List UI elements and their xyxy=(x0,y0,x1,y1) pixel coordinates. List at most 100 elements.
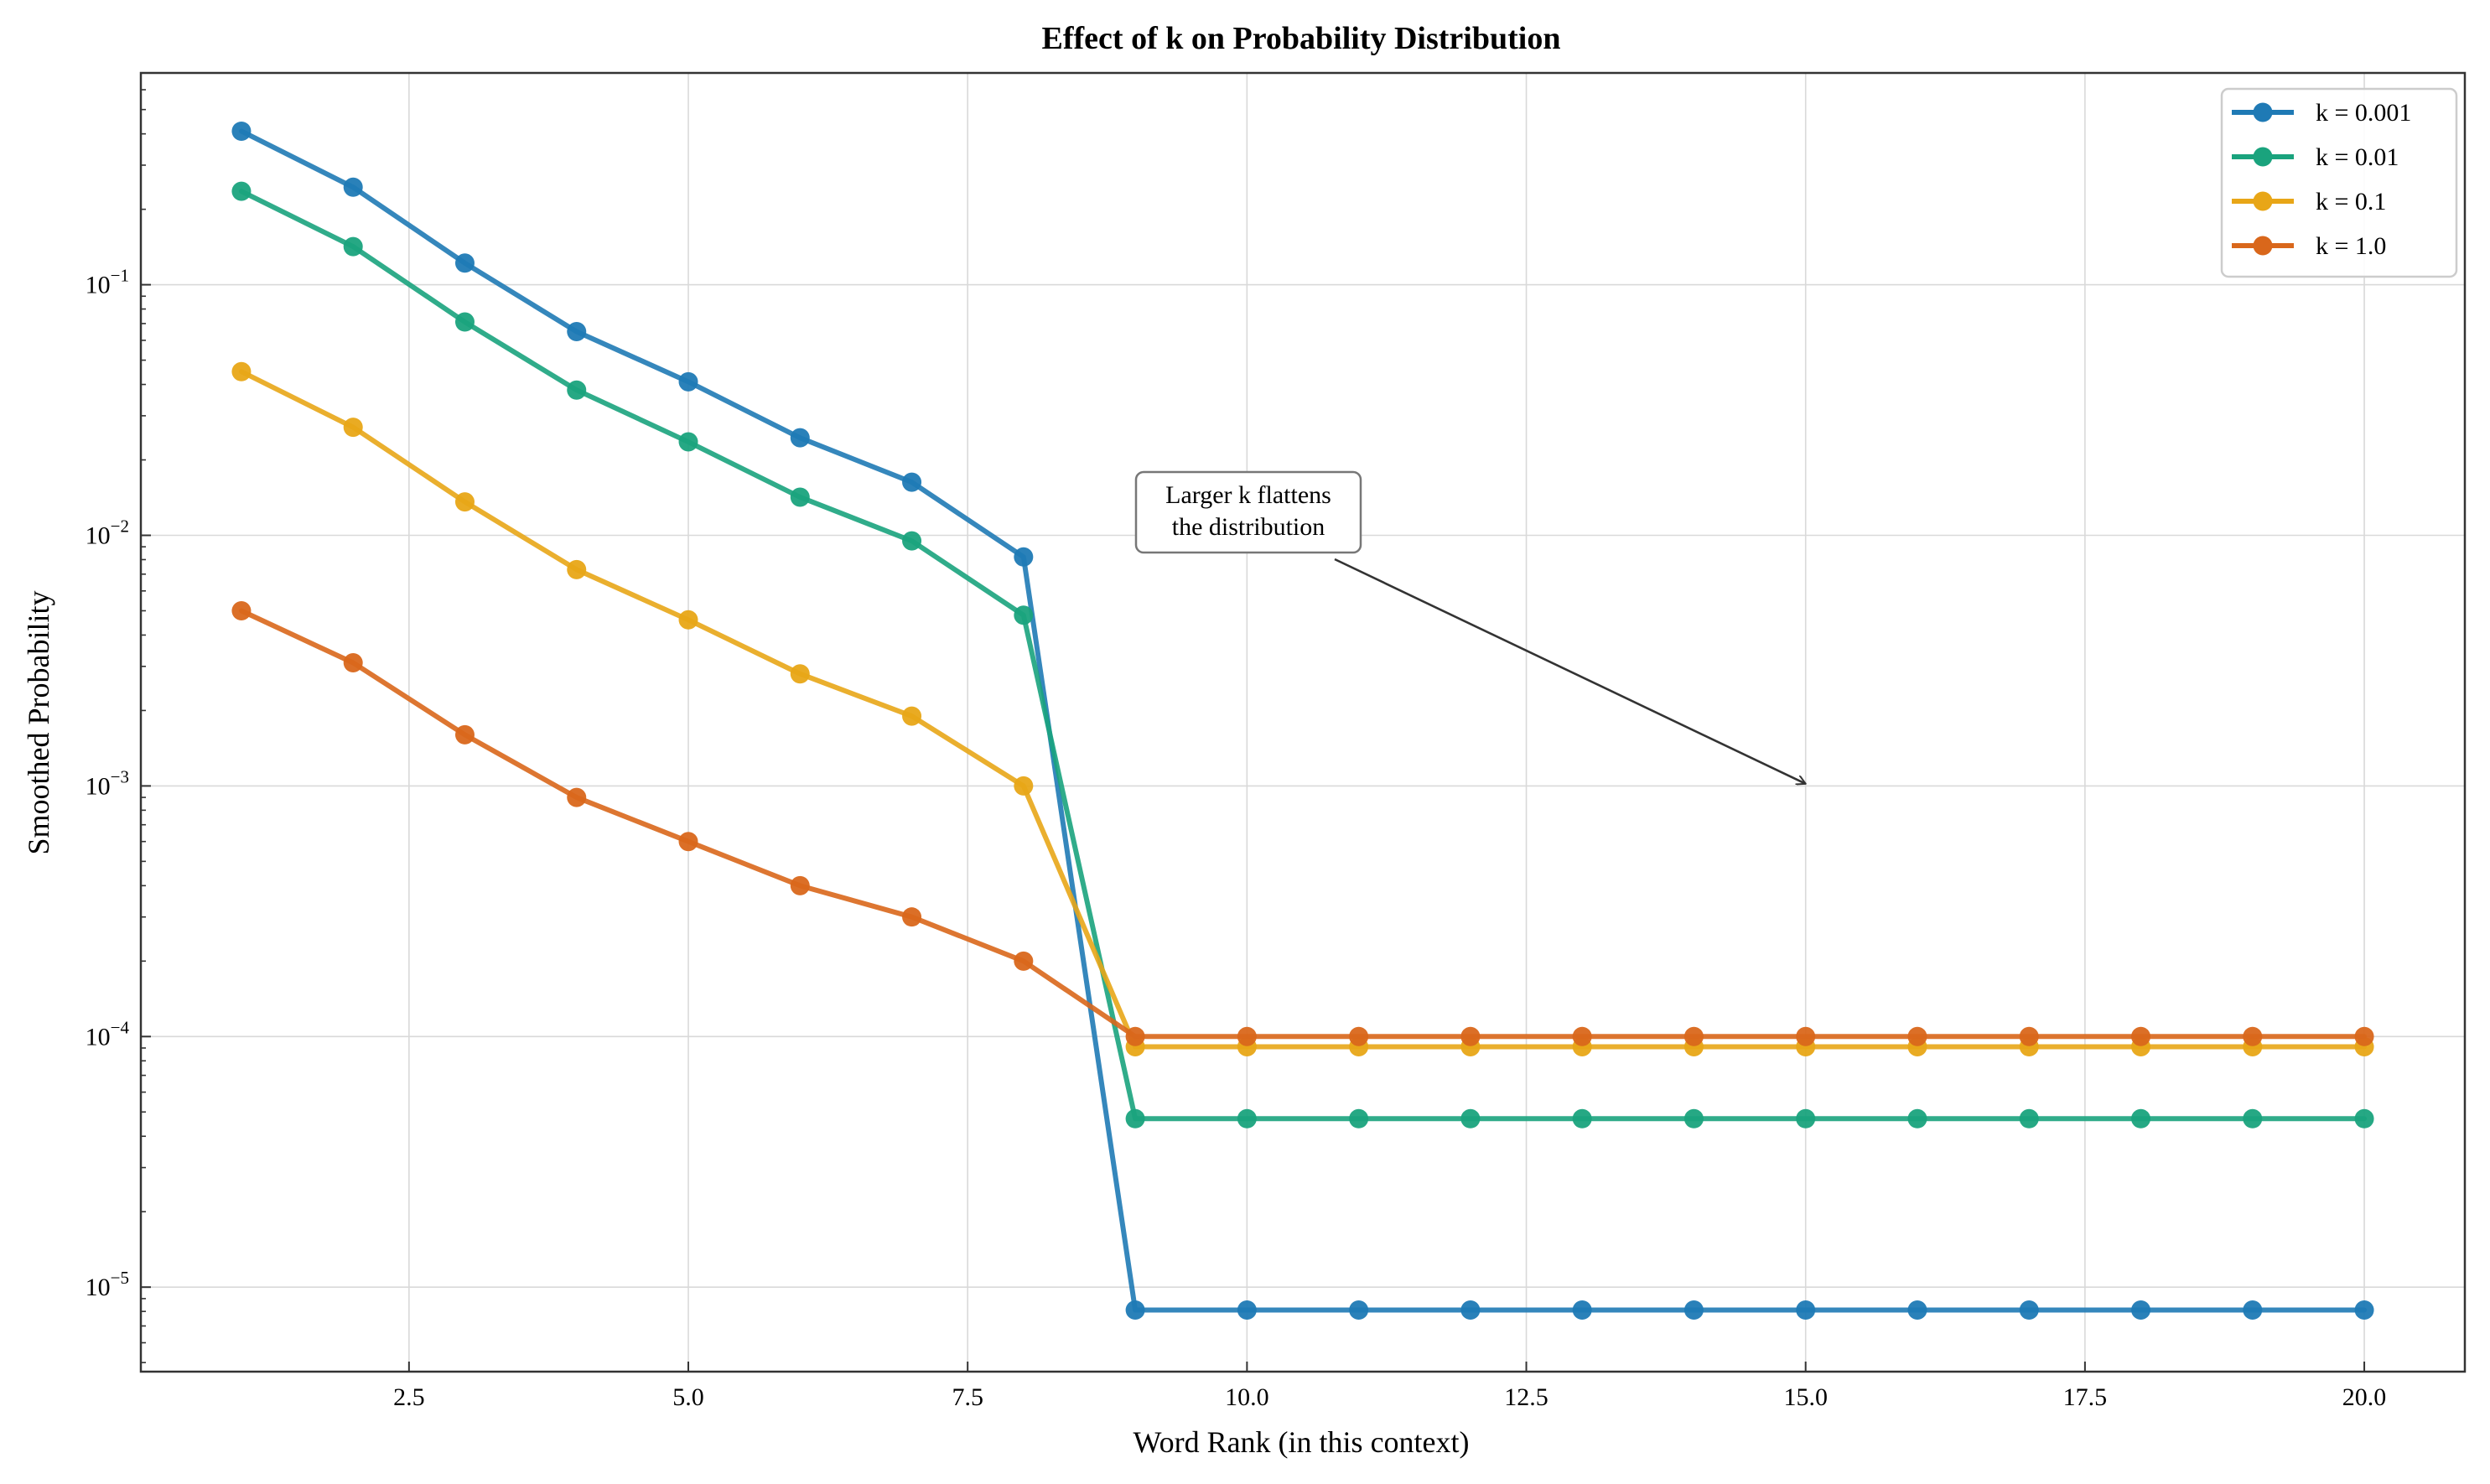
legend-frame xyxy=(2220,87,2458,278)
data-point xyxy=(2131,1300,2151,1321)
data-point xyxy=(790,875,810,895)
x-tick-label: 12.5 xyxy=(1504,1383,1548,1411)
series-0 xyxy=(231,121,2374,1321)
data-point xyxy=(1349,1026,1369,1046)
series-line xyxy=(238,608,2368,1040)
data-point xyxy=(1907,1300,1927,1321)
legend: k = 0.001 k = 0.01 k = 0.1 k = 1.0 xyxy=(2220,87,2458,278)
data-point xyxy=(2354,1108,2374,1129)
x-tick-label: 10.0 xyxy=(1225,1383,1269,1411)
data-point xyxy=(1125,1108,1145,1129)
data-point xyxy=(1014,776,1034,796)
data-point xyxy=(1683,1300,1704,1321)
data-point xyxy=(231,600,252,620)
annotation-box xyxy=(1134,470,1362,554)
x-axis-label: Word Rank (in this context) xyxy=(1133,1425,1469,1459)
y-tick-label-base: 10 xyxy=(86,1023,111,1051)
legend-label: k = 1.0 xyxy=(2316,232,2386,260)
data-point xyxy=(1796,1108,1816,1129)
y-tick-label-exponent: −3 xyxy=(111,766,129,786)
chart-title: Effect of k on Probability Distribution xyxy=(1042,21,1561,56)
data-point xyxy=(567,787,587,807)
y-tick-label: 10−2 xyxy=(86,516,129,549)
data-point xyxy=(343,418,363,438)
legend-swatch-marker xyxy=(2253,191,2273,211)
legend-entry: k = 0.1 xyxy=(2232,188,2386,215)
data-point xyxy=(1683,1108,1704,1129)
data-point xyxy=(790,428,810,448)
y-tick-label-base: 10 xyxy=(86,521,111,549)
data-point xyxy=(678,371,698,392)
data-point xyxy=(1572,1300,1592,1321)
series-3 xyxy=(231,600,2374,1046)
y-axis-ticks: 10−510−410−310−210−1 xyxy=(86,89,151,1363)
annotation-arrow xyxy=(1334,558,1806,784)
data-point xyxy=(1796,1300,1816,1321)
y-axis-label: Smoothed Probability xyxy=(22,591,55,855)
data-point xyxy=(1125,1026,1145,1046)
data-point xyxy=(1237,1026,1257,1046)
data-point xyxy=(1125,1300,1145,1321)
data-point xyxy=(231,181,252,201)
data-point xyxy=(2354,1300,2374,1321)
legend-swatch-marker xyxy=(2253,236,2273,256)
data-point xyxy=(2243,1300,2263,1321)
data-point xyxy=(1460,1108,1481,1129)
legend-label: k = 0.1 xyxy=(2316,188,2386,215)
data-point xyxy=(1907,1108,1927,1129)
x-gridlines xyxy=(408,73,2365,1372)
data-point xyxy=(1349,1300,1369,1321)
data-point xyxy=(343,177,363,197)
data-point xyxy=(790,487,810,507)
data-point xyxy=(678,610,698,630)
data-point xyxy=(2019,1026,2039,1046)
y-tick-label: 10−1 xyxy=(86,266,129,299)
data-point xyxy=(1014,605,1034,625)
legend-swatch-marker xyxy=(2253,147,2273,167)
data-point xyxy=(2243,1108,2263,1129)
y-tick-label-base: 10 xyxy=(86,272,111,299)
data-point xyxy=(678,832,698,852)
data-point xyxy=(1907,1026,1927,1046)
annotation-text-line-2: the distribution xyxy=(1172,513,1325,541)
data-point xyxy=(231,361,252,381)
data-point xyxy=(1796,1026,1816,1046)
data-point xyxy=(790,664,810,684)
x-tick-label: 2.5 xyxy=(393,1383,425,1411)
data-point xyxy=(567,559,587,579)
data-point xyxy=(2131,1108,2151,1129)
legend-label: k = 0.01 xyxy=(2316,143,2399,171)
data-point xyxy=(1237,1108,1257,1129)
plot-frame xyxy=(139,71,2467,1373)
data-point xyxy=(343,653,363,673)
data-point xyxy=(1237,1300,1257,1321)
data-point xyxy=(343,236,363,257)
x-tick-label: 20.0 xyxy=(2342,1383,2387,1411)
annotation-text-line-1: Larger k flattens xyxy=(1165,481,1331,509)
legend-entry: k = 0.01 xyxy=(2232,143,2399,171)
data-point xyxy=(1014,951,1034,971)
data-point xyxy=(902,907,922,927)
data-point xyxy=(678,432,698,452)
legend-entry: k = 1.0 xyxy=(2232,232,2386,260)
legend-label: k = 0.001 xyxy=(2316,99,2411,127)
series-line xyxy=(238,369,2368,1050)
y-tick-label-exponent: −2 xyxy=(111,516,129,536)
data-point xyxy=(2019,1300,2039,1321)
data-point xyxy=(2131,1026,2151,1046)
data-point xyxy=(902,472,922,492)
y-tick-label: 10−5 xyxy=(86,1268,129,1301)
x-tick-label: 15.0 xyxy=(1783,1383,1828,1411)
series-layer xyxy=(231,121,2374,1321)
data-point xyxy=(454,312,475,332)
data-point xyxy=(567,322,587,342)
y-tick-label-base: 10 xyxy=(86,772,111,800)
data-point xyxy=(231,121,252,141)
data-point xyxy=(1014,547,1034,567)
data-point xyxy=(454,724,475,745)
data-point xyxy=(454,253,475,273)
y-tick-label-exponent: −4 xyxy=(111,1017,130,1037)
data-point xyxy=(567,380,587,400)
series-1 xyxy=(231,181,2374,1129)
